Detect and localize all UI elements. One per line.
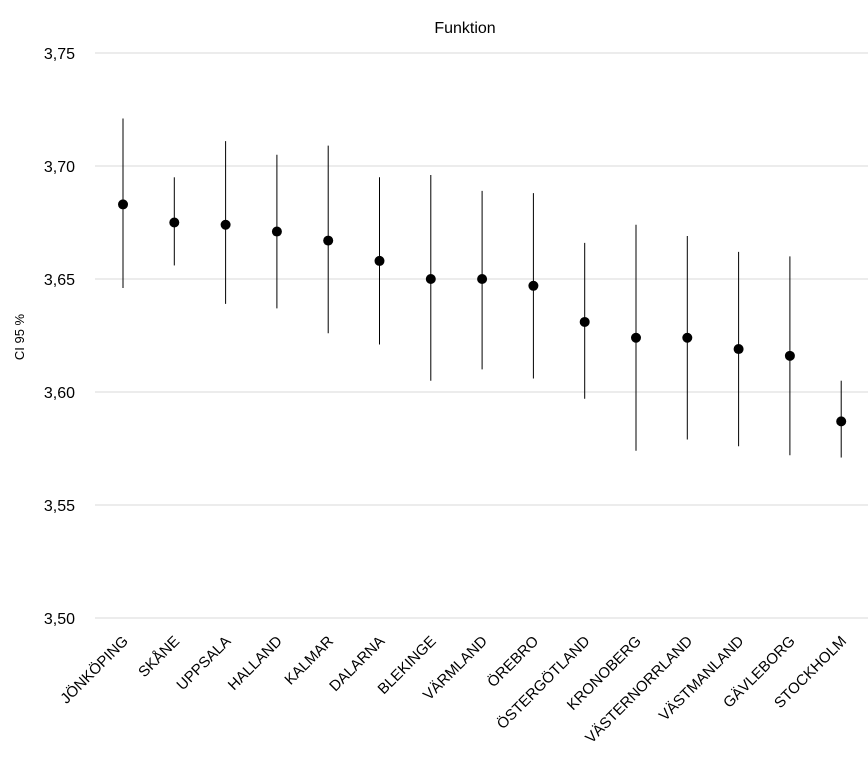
- data-point: [271, 226, 282, 237]
- data-point: [323, 235, 334, 246]
- data-point: [220, 219, 231, 230]
- x-axis-ticks: JÖNKÖPING SKÅNEUPPSALAHALLANDKALMARDALARN…: [57, 632, 850, 747]
- x-tick-label: UPPSALA: [173, 633, 234, 694]
- gridlines: [95, 52, 868, 619]
- y-tick-label: 3,50: [44, 611, 75, 628]
- data-points: [118, 199, 847, 427]
- chart-title: Funktion: [434, 20, 495, 37]
- y-tick-label: 3,65: [44, 272, 75, 289]
- x-tick-label: ÖSTERGÖTLAND: [493, 632, 594, 733]
- data-point: [425, 274, 436, 284]
- data-point: [579, 316, 590, 327]
- data-point: [631, 332, 641, 343]
- data-point: [374, 255, 385, 266]
- data-point: [836, 416, 847, 427]
- x-tick-label: HALLAND: [225, 633, 286, 694]
- y-tick-label: 3,75: [44, 46, 75, 63]
- y-tick-label: 3,70: [44, 159, 75, 176]
- error-bars: [122, 118, 842, 458]
- data-point: [528, 280, 539, 291]
- x-tick-label: SKÅNE: [135, 633, 183, 681]
- data-point: [784, 350, 795, 361]
- x-tick-label: JÖNKÖPING: [57, 632, 132, 707]
- y-axis-ticks: 3,50 3,55 3,60 3,65 3,70 3,75: [44, 46, 75, 628]
- y-axis-title: CI 95 %: [12, 313, 27, 360]
- data-point: [118, 199, 128, 210]
- y-tick-label: 3,55: [44, 498, 75, 515]
- data-point: [169, 217, 180, 228]
- data-point: [477, 274, 488, 284]
- data-point: [682, 332, 693, 343]
- y-tick-label: 3,60: [44, 385, 75, 402]
- data-point: [733, 344, 744, 355]
